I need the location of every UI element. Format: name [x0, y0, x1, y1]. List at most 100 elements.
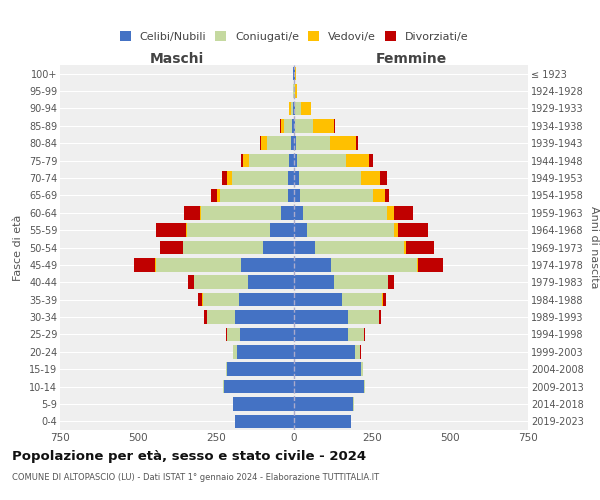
Bar [294, 414, 351, 428]
Bar [204, 310, 206, 324]
Bar [343, 293, 382, 306]
Bar [297, 154, 346, 168]
Bar [293, 67, 294, 80]
Bar [134, 258, 155, 272]
Bar [288, 188, 294, 202]
Bar [364, 380, 365, 394]
Bar [356, 136, 358, 150]
Bar [155, 258, 156, 272]
Bar [186, 224, 187, 237]
Bar [385, 188, 389, 202]
Bar [281, 119, 284, 132]
Bar [364, 328, 365, 341]
Bar [289, 154, 294, 168]
Bar [387, 206, 394, 220]
Bar [217, 188, 220, 202]
Bar [160, 240, 182, 254]
Bar [226, 328, 227, 341]
Bar [361, 362, 362, 376]
Bar [292, 119, 294, 132]
Bar [250, 154, 289, 168]
Bar [211, 188, 217, 202]
Bar [418, 258, 443, 272]
Bar [261, 136, 266, 150]
Bar [294, 102, 295, 115]
Bar [404, 240, 406, 254]
Bar [294, 380, 364, 394]
Bar [299, 171, 361, 185]
Bar [294, 188, 299, 202]
Bar [202, 206, 281, 220]
Bar [194, 276, 248, 289]
Bar [294, 136, 296, 150]
Bar [241, 154, 243, 168]
Bar [373, 188, 385, 202]
Bar [183, 240, 263, 254]
Bar [294, 119, 295, 132]
Bar [361, 171, 380, 185]
Bar [294, 224, 307, 237]
Bar [281, 206, 294, 220]
Legend: Celibi/Nubili, Coniugati/e, Vedovi/e, Divorziati/e: Celibi/Nubili, Coniugati/e, Vedovi/e, Di… [115, 27, 473, 46]
Bar [388, 276, 394, 289]
Bar [291, 136, 294, 150]
Bar [294, 171, 299, 185]
Bar [182, 240, 183, 254]
Bar [294, 310, 347, 324]
Bar [294, 206, 303, 220]
Bar [233, 345, 237, 358]
Bar [416, 258, 418, 272]
Bar [241, 328, 294, 341]
Bar [294, 397, 353, 410]
Bar [347, 328, 364, 341]
Y-axis label: Fasce di età: Fasce di età [13, 214, 23, 280]
Bar [296, 136, 330, 150]
Text: Maschi: Maschi [150, 52, 204, 66]
Bar [184, 206, 200, 220]
Bar [289, 102, 290, 115]
Bar [303, 206, 387, 220]
Bar [315, 240, 404, 254]
Bar [355, 345, 361, 358]
Bar [223, 380, 224, 394]
Bar [220, 188, 288, 202]
Bar [235, 414, 294, 428]
Bar [294, 345, 355, 358]
Bar [206, 310, 235, 324]
Bar [369, 154, 373, 168]
Bar [295, 119, 313, 132]
Text: Femmine: Femmine [376, 52, 446, 66]
Bar [331, 258, 416, 272]
Bar [227, 362, 294, 376]
Bar [295, 67, 296, 80]
Bar [295, 102, 301, 115]
Bar [294, 67, 295, 80]
Bar [284, 119, 292, 132]
Bar [260, 136, 261, 150]
Bar [293, 102, 294, 115]
Bar [313, 119, 334, 132]
Bar [224, 380, 294, 394]
Y-axis label: Anni di nascita: Anni di nascita [589, 206, 599, 289]
Bar [290, 102, 293, 115]
Bar [237, 345, 294, 358]
Bar [188, 276, 194, 289]
Bar [294, 362, 361, 376]
Bar [243, 154, 250, 168]
Bar [232, 171, 289, 185]
Bar [406, 240, 434, 254]
Bar [346, 154, 369, 168]
Bar [299, 188, 373, 202]
Text: COMUNE DI ALTOPASCIO (LU) - Dati ISTAT 1° gennaio 2024 - Elaborazione TUTTITALIA: COMUNE DI ALTOPASCIO (LU) - Dati ISTAT 1… [12, 472, 379, 482]
Bar [248, 276, 294, 289]
Bar [266, 136, 291, 150]
Bar [383, 293, 386, 306]
Bar [394, 224, 398, 237]
Bar [330, 136, 356, 150]
Bar [380, 171, 386, 185]
Bar [200, 206, 202, 220]
Bar [294, 154, 297, 168]
Bar [307, 224, 394, 237]
Bar [295, 84, 298, 98]
Bar [226, 362, 227, 376]
